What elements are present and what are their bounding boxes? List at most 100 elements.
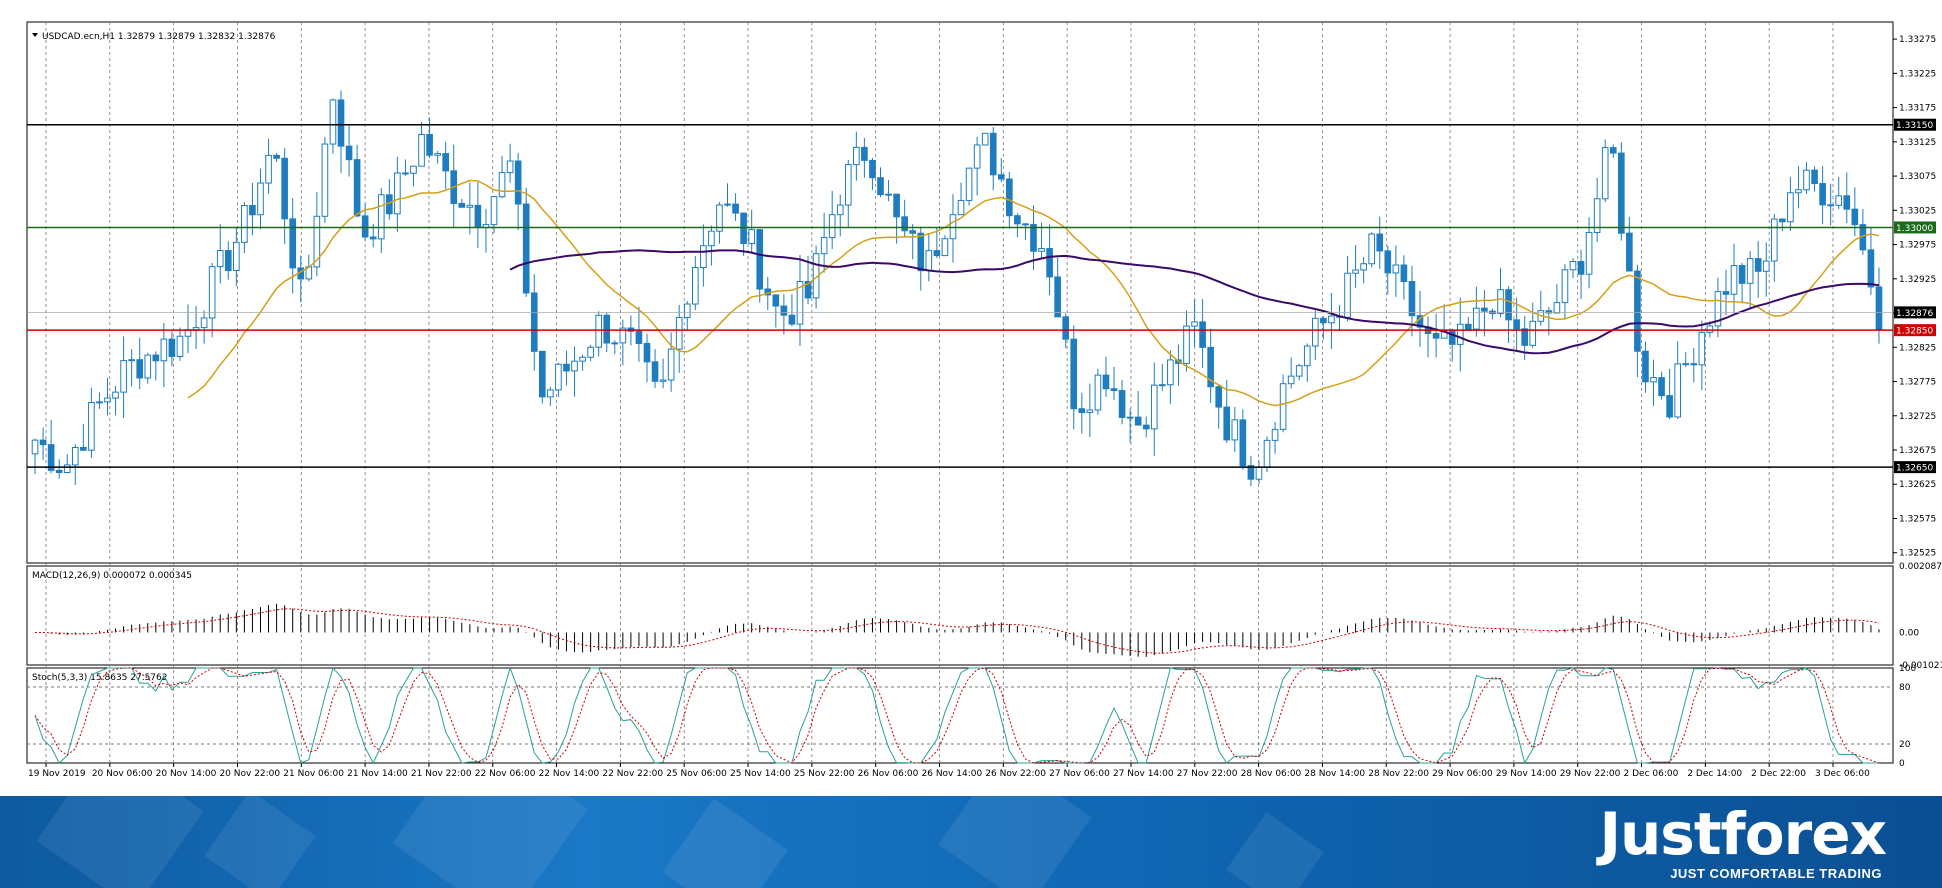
x-tick-label: 3 Dec 06:00 — [1815, 769, 1870, 779]
candle-body — [1795, 189, 1802, 194]
candle-body — [112, 391, 119, 399]
candle-body — [1070, 338, 1078, 410]
y-tick-label: 1.32975 — [1899, 241, 1936, 251]
brand-tagline: JUST COMFORTABLE TRADING — [1670, 866, 1882, 881]
candle-body — [1263, 439, 1271, 468]
candle-body — [442, 153, 450, 172]
candle-body — [1126, 416, 1134, 419]
candle-body — [1223, 406, 1231, 441]
candle-body — [1344, 272, 1351, 318]
candle-body — [1819, 183, 1826, 206]
y-tick-label: 1.32725 — [1899, 412, 1936, 422]
candle-body — [1706, 325, 1714, 333]
candle-body — [772, 294, 780, 307]
stoch-indicator-label: Stoch(5,3,3) 15.8635 27.5762 — [32, 673, 167, 683]
brand-logo: Justforex — [1599, 800, 1887, 868]
candle-body — [128, 359, 135, 362]
slow-moving-average-line — [509, 249, 1880, 355]
candle-body — [740, 212, 747, 245]
candle-body — [820, 237, 828, 255]
symbol-header: USDCAD.ecn,H1 1.32879 1.32879 1.32832 1.… — [42, 32, 276, 42]
candle-body — [716, 204, 723, 232]
candle-body — [434, 153, 441, 156]
x-tick-label: 19 Nov 2019 — [28, 769, 86, 779]
main-pane-frame — [26, 21, 1894, 564]
candle-body — [981, 132, 989, 146]
candle-body — [104, 397, 111, 403]
candle-body — [136, 359, 144, 379]
chart-background — [0, 0, 1942, 796]
candle-body — [1626, 232, 1633, 272]
candle-body — [1271, 428, 1279, 441]
candle-body — [893, 193, 900, 218]
candle-body — [1634, 270, 1641, 352]
candle-body — [901, 216, 908, 232]
macd-pane-frame — [26, 565, 1894, 666]
y-tick-label: 1.32775 — [1899, 378, 1936, 388]
candle-body — [530, 292, 538, 352]
x-tick-label: 27 Nov 22:00 — [1177, 769, 1238, 779]
candle-body — [490, 196, 498, 226]
candle-body — [1609, 147, 1617, 154]
candle-body — [941, 238, 949, 257]
candle-body — [675, 316, 683, 350]
candle-body — [861, 146, 868, 161]
level-price-label: 1.32850 — [1896, 327, 1933, 337]
candle-body — [780, 305, 788, 316]
x-tick-label: 29 Nov 06:00 — [1432, 769, 1493, 779]
candle-body — [1392, 264, 1400, 274]
candle-body — [522, 203, 530, 294]
x-tick-label: 21 Nov 06:00 — [283, 769, 344, 779]
candle-body — [1867, 249, 1875, 288]
candle-body — [31, 439, 39, 455]
candle-body — [1110, 388, 1118, 392]
candle-body — [1682, 363, 1690, 366]
candle-body — [909, 230, 917, 234]
candle-body — [1094, 374, 1102, 411]
candle-body — [1497, 289, 1504, 315]
level-price-tag — [1894, 324, 1936, 337]
candle-body — [1328, 315, 1335, 324]
candle-body — [216, 249, 224, 268]
candle-body — [1142, 424, 1150, 430]
candle-body — [917, 232, 925, 272]
y-tick-label: 1.33125 — [1899, 138, 1936, 148]
candle-body — [1231, 419, 1239, 441]
candle-body — [1464, 323, 1472, 330]
brand-banner: Justforex JUST COMFORTABLE TRADING — [0, 796, 1942, 888]
candle-body — [1384, 250, 1392, 274]
candle-body — [1690, 363, 1698, 366]
candle-body — [1312, 317, 1319, 347]
candle-body — [579, 356, 586, 362]
candle-body — [1014, 215, 1021, 225]
candle-body — [1569, 261, 1577, 271]
x-tick-label: 28 Nov 22:00 — [1368, 769, 1429, 779]
candle-body — [1078, 408, 1086, 414]
candle-body — [55, 469, 63, 474]
candle-body — [47, 444, 55, 471]
candle-body — [1827, 204, 1834, 207]
y-tick-label: 1.32525 — [1899, 549, 1936, 559]
candle-body — [1030, 224, 1037, 252]
candle-body — [466, 204, 474, 208]
candle-body — [1400, 264, 1408, 283]
candle-body — [233, 241, 240, 272]
candle-body — [1698, 331, 1706, 366]
candle-body — [1046, 248, 1053, 278]
x-tick-label: 26 Nov 14:00 — [922, 769, 983, 779]
candle-body — [152, 354, 160, 362]
candle-body — [555, 363, 562, 391]
candle-body — [337, 99, 345, 147]
candle-body — [1215, 386, 1223, 408]
trading-chart: 19 Nov 2019 20 Nov 06:00 20 Nov 14:00 20 No… — [0, 0, 1942, 796]
candle-body — [643, 342, 651, 363]
candle-body — [1481, 307, 1488, 312]
candle-body — [80, 446, 87, 451]
candle-body — [1851, 208, 1859, 226]
candle-body — [748, 229, 755, 245]
candle-body — [997, 174, 1005, 180]
candle-body — [1666, 395, 1673, 418]
macd-y-tick-label: -0.001021 — [1899, 661, 1942, 671]
candle-body — [732, 203, 739, 214]
current-price-label: 1.32876 — [1896, 309, 1933, 319]
